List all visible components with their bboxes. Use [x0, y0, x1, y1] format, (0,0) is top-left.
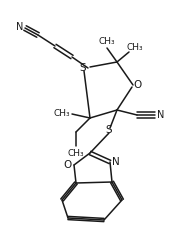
- Text: N: N: [112, 157, 120, 167]
- Text: S: S: [80, 63, 86, 73]
- Text: CH₃: CH₃: [54, 109, 70, 119]
- Text: N: N: [157, 110, 165, 120]
- Text: N: N: [16, 22, 24, 32]
- Text: O: O: [64, 160, 72, 170]
- Text: CH₃: CH₃: [99, 37, 115, 47]
- Text: CH₃: CH₃: [68, 149, 84, 157]
- Text: S: S: [106, 125, 112, 135]
- Text: O: O: [134, 80, 142, 90]
- Text: CH₃: CH₃: [127, 43, 143, 53]
